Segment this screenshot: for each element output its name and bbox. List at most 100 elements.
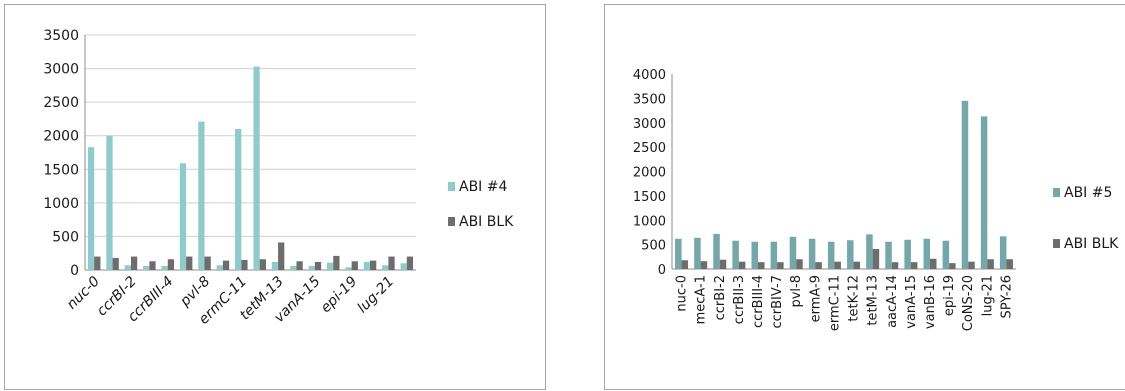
bar-chart-right: 0 500 1000 1500 2000 2500 3000 3500 4000 nuc-0 mec… <box>633 68 1119 331</box>
y-tick-label: 1000 <box>633 214 666 229</box>
legend-swatch <box>448 182 455 191</box>
bar-series-1 <box>345 267 352 270</box>
y-tick-label: 500 <box>641 239 666 254</box>
bar-series-2 <box>296 261 303 270</box>
bar-series-1 <box>124 265 131 270</box>
x-tick-label: lug-21 <box>980 275 995 316</box>
bar-series-1 <box>866 234 873 269</box>
bar-series-1 <box>999 236 1007 269</box>
x-tick-label: ermA-9 <box>808 275 823 322</box>
bar-series-1 <box>290 265 297 270</box>
bar-series-1 <box>827 241 835 269</box>
y-tick-label: 500 <box>52 229 79 245</box>
bar-series-2 <box>968 261 975 269</box>
bar-series-2 <box>222 260 230 270</box>
bar-series-2 <box>681 260 689 269</box>
legend-label: ABI #5 <box>1064 185 1112 201</box>
bar-series-1 <box>271 261 279 270</box>
bar-series-2 <box>259 259 266 270</box>
bar-series-2 <box>777 262 784 269</box>
bar-series-2 <box>388 256 395 270</box>
y-tick-label: 1500 <box>633 190 666 205</box>
y-tick-label: 1500 <box>43 162 79 178</box>
bar-series-1 <box>904 239 911 269</box>
y-tick-label: 1000 <box>43 196 79 212</box>
x-tick-label: aacA-14 <box>885 275 900 328</box>
bar-series-2 <box>796 259 803 269</box>
bar-series-2 <box>314 261 322 270</box>
bar-series-1 <box>942 240 950 269</box>
bar-series-2 <box>167 259 175 270</box>
y-tick-label: 0 <box>70 263 79 279</box>
x-tick-label: ermC-11 <box>827 275 842 331</box>
legend-swatch <box>1053 239 1060 248</box>
y-tick-label: 3000 <box>43 62 79 78</box>
bar-series-2 <box>719 259 727 269</box>
bar-series-1 <box>885 241 892 269</box>
y-tick-label: 3500 <box>43 28 79 44</box>
x-tick-label: tetM-13 <box>866 275 881 326</box>
bar-series-1 <box>382 265 389 270</box>
chart-panel-right: 0 500 1000 1500 2000 2500 3000 3500 4000 nuc-0 mec… <box>604 4 1125 390</box>
bar-series-2 <box>834 261 841 269</box>
bar-series-1 <box>980 116 988 269</box>
x-tick-label: ccrBIII-4 <box>751 275 766 328</box>
x-tick-label: SPY-26 <box>999 275 1014 318</box>
x-tick-label: epi-19 <box>942 275 957 316</box>
x-tick-label: vanA-15 <box>904 275 919 329</box>
legend-label: ABI #4 <box>459 179 507 195</box>
y-tick-label: 3500 <box>633 92 666 107</box>
bar-series-2 <box>370 260 377 270</box>
bar-series-1 <box>235 129 242 270</box>
bar-series-1 <box>363 261 371 270</box>
bar-series-1 <box>694 237 701 269</box>
bar-series-1 <box>161 265 168 270</box>
bar-series-2 <box>987 259 994 269</box>
bar-series-2 <box>930 258 937 269</box>
x-tick-label: ccrBIV-7 <box>770 275 785 329</box>
bar-series-1 <box>732 240 739 269</box>
bar-series-1 <box>961 100 969 269</box>
bar-series-1 <box>713 233 720 269</box>
bar-series-2 <box>94 256 101 270</box>
bar-series-1 <box>106 135 113 270</box>
x-tick-label: mecA-1 <box>694 275 709 324</box>
bar-series-2 <box>815 262 822 269</box>
bar-series-1 <box>253 66 260 270</box>
bar-series-1 <box>751 241 758 269</box>
bar-series-1 <box>198 121 205 270</box>
bar-series-2 <box>910 262 918 269</box>
bar-series-2 <box>112 257 119 270</box>
bar-series-1 <box>87 147 95 270</box>
bar-series-1 <box>675 238 682 269</box>
bar-series-2 <box>186 256 193 270</box>
legend-swatch <box>448 217 455 226</box>
bar-series-1 <box>789 236 797 269</box>
y-tick-label: 2000 <box>633 166 666 181</box>
bar-series-1 <box>179 163 187 270</box>
x-tick-label: CoNS-20 <box>961 275 976 331</box>
x-tick-label: ccrBII-3 <box>732 275 747 324</box>
bar-series-2 <box>278 242 285 270</box>
legend-label: ABI BLK <box>1064 236 1119 252</box>
bar-series-2 <box>1006 259 1013 269</box>
bar-series-2 <box>872 249 880 269</box>
bar-series-2 <box>204 256 211 270</box>
bar-series-1 <box>847 240 854 269</box>
bar-series-2 <box>333 255 340 270</box>
bar-series-2 <box>149 261 156 270</box>
y-tick-label: 3000 <box>633 117 666 132</box>
legend-label: ABI BLK <box>459 214 514 230</box>
bar-series-1 <box>216 265 223 270</box>
bar-series-1 <box>808 238 816 269</box>
x-tick-label: epi-19 <box>318 273 361 316</box>
x-tick-label: lug-21 <box>354 274 397 317</box>
y-tick-label: 0 <box>658 263 666 278</box>
bar-series-1 <box>326 262 334 270</box>
bar-series-2 <box>738 261 746 269</box>
y-tick-label: 2000 <box>43 129 79 145</box>
bar-series-1 <box>308 265 315 270</box>
bar-series-2 <box>949 263 956 269</box>
bar-series-2 <box>351 261 358 270</box>
x-tick-label: ccrBI-2 <box>713 275 728 320</box>
